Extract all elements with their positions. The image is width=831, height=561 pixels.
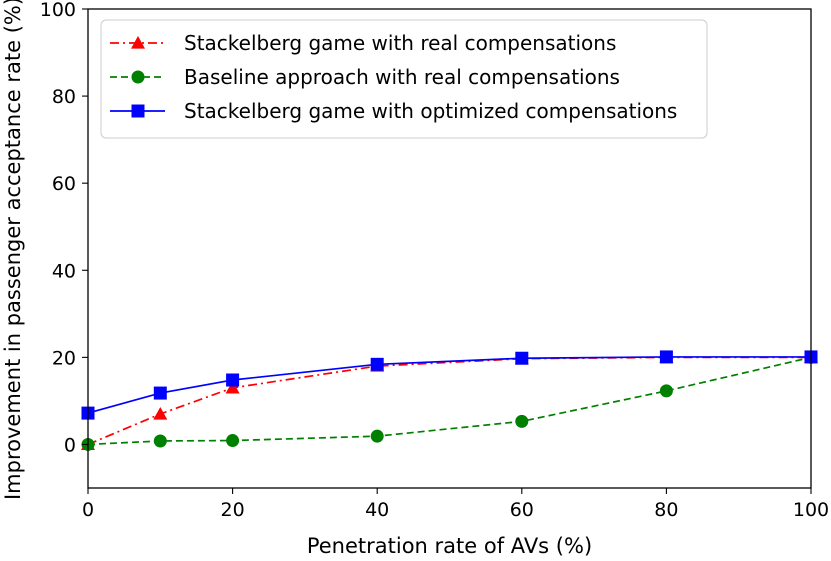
x-tick-label: 60 bbox=[510, 499, 534, 521]
series-line bbox=[87, 356, 811, 446]
series-1 bbox=[81, 350, 818, 451]
plot-frame bbox=[87, 8, 812, 489]
legend: Stackelberg game with real compensations… bbox=[100, 19, 708, 139]
y-tick-label: 100 bbox=[40, 0, 76, 21]
series-2 bbox=[81, 350, 818, 451]
y-axis-label: Improvement in passenger acceptance rate… bbox=[1, 0, 25, 500]
legend-label: Baseline approach with real compensation… bbox=[184, 65, 620, 89]
y-tick-label: 80 bbox=[52, 86, 76, 108]
y-tick-label: 0 bbox=[64, 434, 76, 456]
data-point bbox=[515, 414, 529, 428]
legend-entry: Baseline approach with real compensation… bbox=[110, 65, 620, 89]
legend-label: Stackelberg game with optimized compensa… bbox=[184, 99, 677, 123]
legend-marker bbox=[131, 104, 145, 118]
legend-box bbox=[100, 19, 708, 139]
x-tick-label: 80 bbox=[654, 499, 678, 521]
x-tick-label: 100 bbox=[793, 499, 829, 521]
series-line bbox=[87, 356, 811, 414]
y-tick-label: 20 bbox=[52, 347, 76, 369]
y-tick-label: 40 bbox=[52, 260, 76, 282]
data-point bbox=[153, 406, 168, 420]
legend-entry: Stackelberg game with real compensations bbox=[110, 31, 616, 55]
data-point bbox=[659, 350, 673, 364]
x-tick-label: 40 bbox=[365, 499, 389, 521]
data-point bbox=[659, 384, 673, 398]
data-point bbox=[226, 434, 240, 448]
x-tick-label: 0 bbox=[82, 499, 94, 521]
data-point bbox=[225, 380, 240, 394]
data-point bbox=[153, 386, 167, 400]
data-point bbox=[370, 429, 384, 443]
legend-marker bbox=[131, 36, 145, 49]
legend-entry: Stackelberg game with optimized compensa… bbox=[110, 99, 677, 123]
legend-label: Stackelberg game with real compensations bbox=[184, 31, 616, 55]
data-point bbox=[515, 351, 529, 365]
series-3 bbox=[81, 350, 818, 420]
series-layer bbox=[81, 350, 818, 451]
y-axis: 0 20 40 60 80 100 bbox=[40, 0, 88, 456]
data-point bbox=[153, 434, 167, 448]
x-tick-label: 20 bbox=[221, 499, 245, 521]
x-axis: 0 20 40 60 80 100 bbox=[82, 488, 829, 521]
data-point bbox=[226, 373, 240, 387]
x-axis-label: Penetration rate of AVs (%) bbox=[307, 534, 592, 558]
legend-marker bbox=[131, 70, 145, 84]
y-tick-label: 60 bbox=[52, 173, 76, 195]
data-point bbox=[370, 357, 384, 371]
